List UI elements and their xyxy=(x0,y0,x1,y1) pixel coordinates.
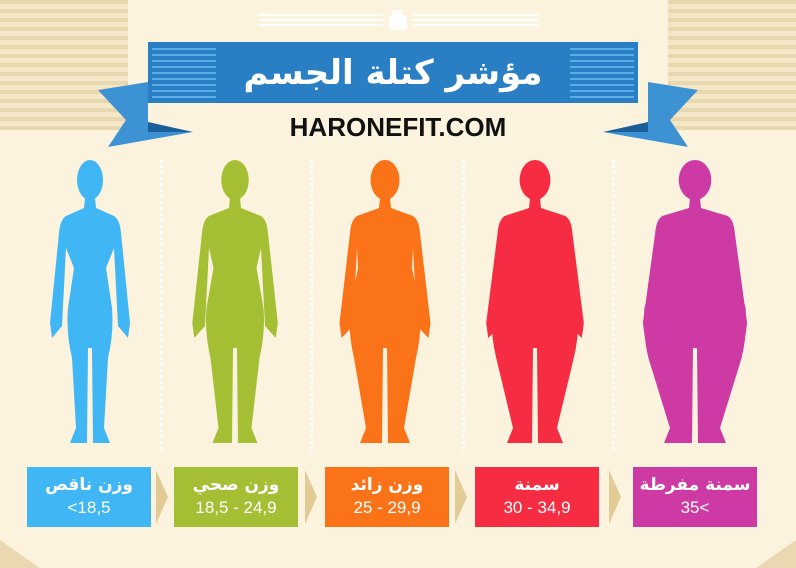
bottom-band xyxy=(0,540,796,568)
separator xyxy=(612,160,615,450)
category-obese: سمنة 30 - 34,9 xyxy=(475,467,599,527)
category-label: وزن صحي xyxy=(192,475,280,495)
weight-icon xyxy=(258,10,538,30)
arrow-icon xyxy=(609,470,621,524)
separator xyxy=(462,160,465,450)
category-range: 18,5 - 24,9 xyxy=(195,498,277,517)
title-banner: مؤشر كتلة الجسم xyxy=(148,42,638,103)
category-label: سمنة xyxy=(514,475,560,495)
arrow-icon xyxy=(455,470,467,524)
category-overweight: وزن زائد 25 - 29,9 xyxy=(325,467,449,527)
body-silhouette-icon xyxy=(630,158,760,450)
category-range: 30 - 34,9 xyxy=(503,498,571,517)
category-range: <18,5 xyxy=(67,498,111,517)
separator xyxy=(160,160,163,450)
ribbon-tail-right xyxy=(603,82,698,147)
website-label: HARONEFIT.COM xyxy=(289,112,507,142)
background-stripes-right xyxy=(668,0,796,130)
background-stripes-left xyxy=(0,0,128,130)
category-underweight: وزن ناقص <18,5 xyxy=(27,467,151,527)
category-label: وزن ناقص xyxy=(45,475,133,495)
arrow-icon xyxy=(305,470,317,524)
category-range: 35< xyxy=(680,498,710,517)
category-severely-obese: سمنة مفرطة 35< xyxy=(633,467,757,527)
body-silhouette-icon xyxy=(470,158,600,450)
ribbon-tail-left xyxy=(98,82,193,147)
body-silhouette-icon xyxy=(170,158,300,450)
category-label: وزن زائد xyxy=(350,475,424,495)
body-silhouette-icon xyxy=(25,158,155,450)
page-title: مؤشر كتلة الجسم xyxy=(243,52,543,93)
separator xyxy=(310,160,313,450)
category-range: 25 - 29,9 xyxy=(353,498,421,517)
arrow-icon xyxy=(156,470,168,524)
category-healthy: وزن صحي 18,5 - 24,9 xyxy=(174,467,298,527)
category-label: سمنة مفرطة xyxy=(639,475,751,495)
body-silhouette-icon xyxy=(320,158,450,450)
